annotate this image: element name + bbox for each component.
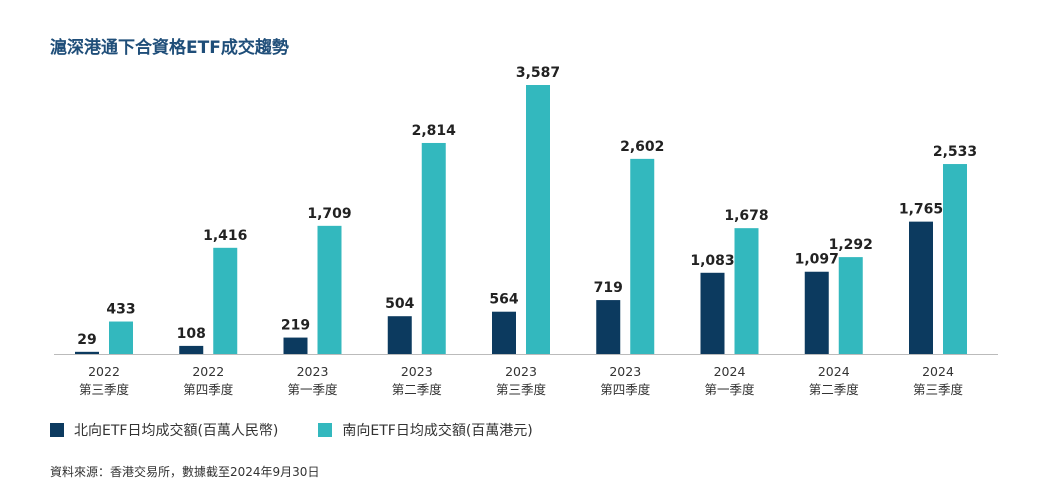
x-tick-quarter-8: 第三季度 — [913, 382, 964, 397]
x-tick-year-2: 2023 — [297, 364, 329, 379]
x-tick-year-0: 2022 — [88, 364, 120, 379]
x-tick-year-4: 2023 — [505, 364, 537, 379]
source-note: 資料來源：香港交易所，數據截至2024年9月30日 — [50, 465, 320, 479]
chart-title: 滬深港通下合資格ETF成交趨勢 — [50, 38, 289, 58]
x-tick-year-6: 2024 — [714, 364, 746, 379]
bar-northbound-0 — [75, 351, 99, 354]
bar-northbound-8 — [909, 221, 933, 354]
bar-southbound-6 — [734, 228, 759, 354]
data-label-northbound-8: 1,765 — [899, 202, 943, 218]
data-label-northbound-4: 564 — [489, 292, 518, 308]
data-label-southbound-4: 3,587 — [516, 65, 560, 81]
data-label-southbound-3: 2,814 — [412, 123, 457, 139]
x-tick-quarter-0: 第三季度 — [79, 382, 130, 397]
data-label-southbound-5: 2,602 — [620, 139, 664, 155]
bar-southbound-8 — [943, 164, 967, 354]
x-tick-year-5: 2023 — [609, 364, 641, 379]
bar-northbound-2 — [283, 337, 308, 354]
legend-swatch-southbound — [318, 423, 333, 437]
bar-northbound-1 — [179, 345, 204, 354]
bar-northbound-6 — [700, 272, 725, 354]
data-label-southbound-8: 2,533 — [933, 144, 977, 160]
bar-southbound-1 — [213, 247, 238, 354]
bar-northbound-7 — [804, 271, 829, 354]
x-tick-quarter-1: 第四季度 — [183, 382, 234, 397]
data-label-southbound-7: 1,292 — [829, 237, 873, 253]
data-label-northbound-1: 108 — [177, 326, 206, 342]
bar-southbound-0 — [109, 321, 133, 354]
data-label-southbound-6: 1,678 — [724, 208, 768, 224]
x-tick-quarter-5: 第四季度 — [600, 382, 651, 397]
data-label-northbound-2: 219 — [281, 318, 310, 334]
bar-chart: 29 433 2022 第三季度 108 1,416 2022 第四季度 219 1,709 202… — [54, 65, 998, 397]
x-tick-quarter-7: 第二季度 — [809, 382, 860, 397]
bar-northbound-4 — [492, 311, 516, 354]
x-tick-quarter-2: 第一季度 — [287, 382, 338, 397]
data-label-northbound-5: 719 — [594, 280, 623, 296]
x-tick-year-3: 2023 — [401, 364, 433, 379]
x-tick-quarter-3: 第二季度 — [392, 382, 443, 397]
x-tick-quarter-6: 第一季度 — [704, 382, 755, 397]
data-label-northbound-7: 1,097 — [795, 252, 839, 268]
legend-swatch-northbound — [50, 423, 64, 437]
x-tick-quarter-4: 第三季度 — [496, 382, 547, 397]
data-label-southbound-2: 1,709 — [307, 206, 351, 222]
bar-southbound-7 — [838, 257, 863, 354]
bar-southbound-5 — [630, 158, 655, 354]
bar-southbound-3 — [421, 142, 446, 354]
legend-item-southbound: 南向ETF日均成交額(百萬港元) — [318, 420, 533, 440]
data-label-northbound-6: 1,083 — [690, 253, 734, 269]
x-tick-year-1: 2022 — [192, 364, 224, 379]
bar-southbound-2 — [317, 225, 342, 354]
data-label-southbound-1: 1,416 — [203, 228, 247, 244]
data-label-southbound-0: 433 — [106, 302, 135, 318]
legend-label-northbound: 北向ETF日均成交額(百萬人民幣) — [74, 423, 279, 439]
legend-label-southbound: 南向ETF日均成交額(百萬港元) — [342, 423, 533, 439]
x-tick-year-8: 2024 — [922, 364, 954, 379]
data-label-northbound-3: 504 — [385, 296, 414, 312]
bar-southbound-4 — [526, 85, 550, 354]
bar-northbound-5 — [596, 300, 621, 354]
chart-legend: 北向ETF日均成交額(百萬人民幣) 南向ETF日均成交額(百萬港元) — [50, 420, 573, 440]
bar-northbound-3 — [387, 316, 412, 354]
legend-item-northbound: 北向ETF日均成交額(百萬人民幣) — [50, 420, 278, 440]
x-tick-year-7: 2024 — [818, 364, 850, 379]
data-label-northbound-0: 29 — [77, 332, 96, 348]
